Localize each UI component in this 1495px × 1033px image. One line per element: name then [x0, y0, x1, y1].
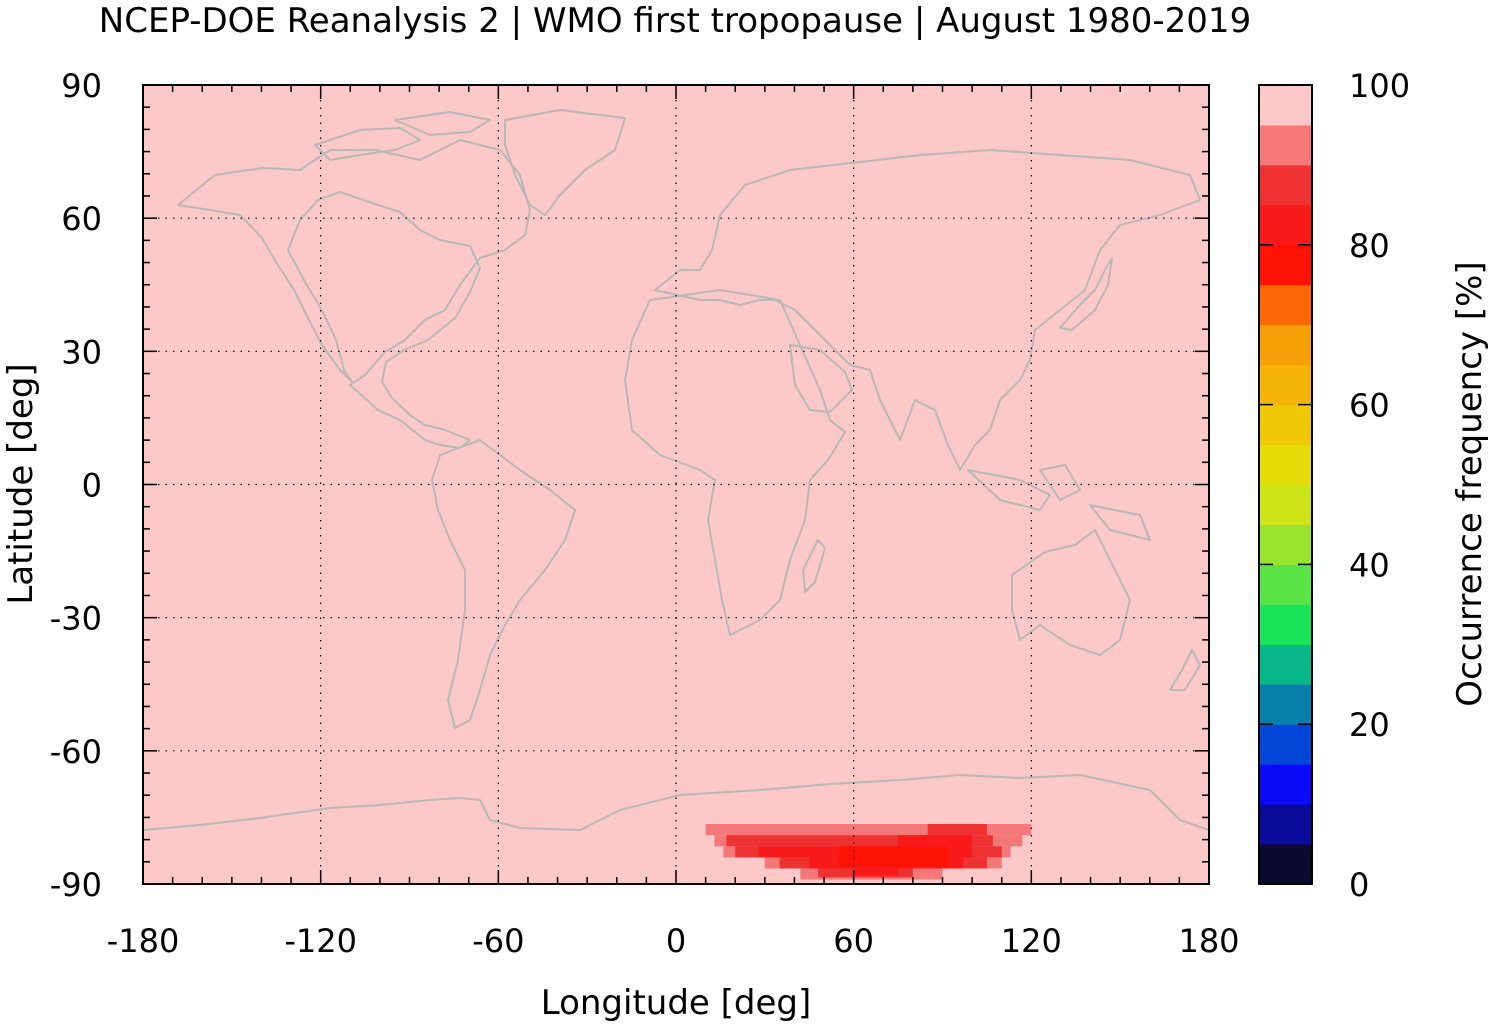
x-tick-labels: -180 -120 -60 0 60 120 180 — [107, 922, 1240, 960]
y-axis-label: Latitude [deg] — [1, 363, 41, 604]
colorbar-label: Occurrence frequency [%] — [1450, 261, 1490, 706]
map-area — [142, 84, 1210, 885]
y-tick-label: 60 — [61, 200, 102, 238]
colorbar-bin — [1259, 244, 1312, 286]
y-tick-label: 30 — [61, 333, 102, 371]
heatmap-cell — [838, 846, 949, 867]
coastlines — [142, 109, 1210, 831]
y-tick-label: -60 — [50, 733, 102, 771]
colorbar-bin — [1259, 724, 1312, 765]
y-tick-label: 0 — [82, 467, 102, 505]
colorbar-tick-label: 60 — [1349, 387, 1390, 425]
colorbar-bin — [1259, 764, 1312, 805]
x-tick-label: 180 — [1178, 922, 1239, 960]
map-frame — [142, 84, 1210, 885]
colorbar-tick-label: 100 — [1349, 67, 1410, 105]
heatmap-cell — [726, 835, 993, 847]
colorbar-bin — [1259, 164, 1312, 206]
colorbar-frame — [1258, 84, 1313, 885]
colorbar-bin — [1259, 404, 1312, 446]
y-tick-label: 90 — [61, 67, 102, 105]
coastline-maritime-continent — [967, 464, 1151, 541]
colorbar-bin — [1259, 124, 1312, 166]
coastline-australia — [1011, 529, 1131, 656]
coastline-africa — [624, 289, 846, 636]
x-tick-label: -120 — [284, 922, 357, 960]
x-tick-label: 0 — [666, 922, 686, 960]
colorbar-bin — [1259, 85, 1312, 126]
colorbar-bin — [1259, 564, 1312, 605]
colorbar-bin — [1259, 524, 1312, 565]
colorbar: 0 20 40 60 80 100 — [1258, 67, 1410, 904]
heatmap-cell — [927, 824, 987, 836]
y-tick-label: -90 — [50, 866, 102, 904]
y-tick-label: -30 — [50, 600, 102, 638]
chart-title: NCEP-DOE Reanalysis 2 | WMO first tropop… — [99, 1, 1251, 41]
colorbar-bin — [1259, 684, 1312, 725]
coastline-japan — [1059, 257, 1113, 331]
coastline-eurasia — [654, 149, 1201, 471]
colorbar-bin — [1259, 444, 1312, 485]
coastline-greenland — [504, 109, 626, 216]
x-tick-label: -180 — [107, 922, 180, 960]
x-tick-label: -60 — [472, 922, 524, 960]
heatmap-cell — [853, 868, 899, 876]
y-tick-labels: 90 60 30 0 -30 -60 -90 — [50, 67, 102, 904]
colorbar-bin — [1259, 604, 1312, 645]
x-tick-label: 60 — [833, 922, 874, 960]
heatmap-cell — [898, 835, 973, 847]
coastline-north-america — [177, 139, 531, 449]
colorbar-bin — [1259, 204, 1312, 246]
colorbar-bin — [1259, 644, 1312, 685]
minor-ticks — [142, 84, 1210, 885]
colorbar-bin — [1259, 364, 1312, 406]
colorbar-tick-label: 20 — [1349, 706, 1390, 744]
coastline-arabia — [789, 344, 853, 413]
coastline-madagascar — [802, 539, 826, 593]
x-tick-label: 120 — [1001, 922, 1062, 960]
gridlines — [143, 85, 1209, 884]
colorbar-bin — [1259, 484, 1312, 525]
coastline-antarctica — [142, 774, 1210, 831]
colorbar-bin — [1259, 844, 1312, 885]
colorbar-bin — [1259, 284, 1312, 326]
coastline-south-america — [431, 439, 576, 729]
colorbar-tick-label: 80 — [1349, 227, 1390, 265]
coastline-new-zealand — [1169, 649, 1201, 691]
coastline-arctic-islands — [314, 111, 491, 161]
colorbar-tick-label: 0 — [1349, 866, 1369, 904]
colorbar-tick-label: 40 — [1349, 546, 1390, 584]
x-axis-label: Longitude [deg] — [541, 983, 812, 1023]
heatmap-cell — [705, 824, 1032, 836]
anomaly-layer — [705, 824, 1032, 880]
colorbar-bin — [1259, 324, 1312, 366]
colorbar-bin — [1259, 804, 1312, 845]
